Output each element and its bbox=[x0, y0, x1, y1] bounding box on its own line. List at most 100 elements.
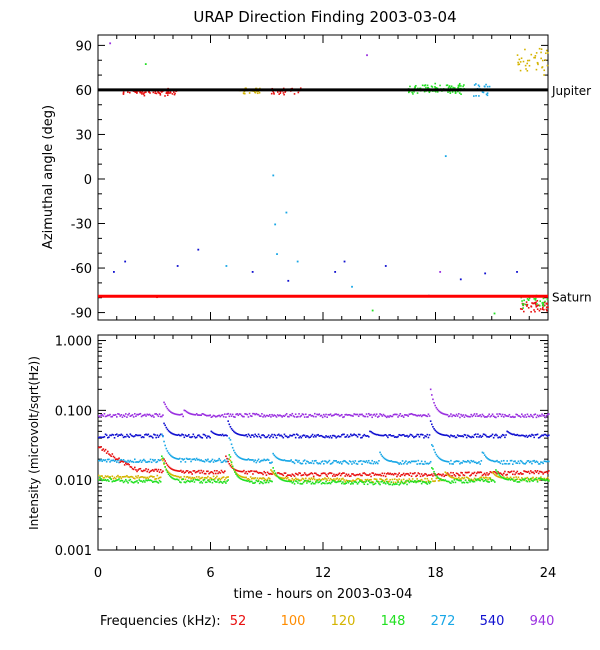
intensity-point bbox=[539, 477, 541, 480]
intensity-point bbox=[370, 413, 372, 416]
intensity-point bbox=[132, 468, 135, 471]
intensity-point bbox=[364, 473, 367, 475]
intensity-point bbox=[401, 482, 404, 484]
intensity-point bbox=[361, 463, 363, 465]
intensity-point bbox=[122, 436, 125, 439]
azimuth-point bbox=[457, 86, 459, 89]
intensity-point bbox=[507, 470, 510, 473]
azimuth-point bbox=[284, 91, 287, 93]
intensity-point bbox=[262, 477, 264, 479]
intensity-point bbox=[337, 480, 340, 483]
intensity-point bbox=[209, 471, 211, 474]
intensity-point bbox=[382, 479, 385, 482]
intensity-point bbox=[517, 434, 520, 437]
intensity-point bbox=[485, 478, 487, 481]
intensity-point bbox=[482, 452, 485, 454]
intensity-point bbox=[270, 469, 272, 471]
intensity-point bbox=[361, 474, 363, 477]
intensity-point bbox=[427, 413, 430, 416]
intensity-point bbox=[506, 415, 508, 417]
intensity-point bbox=[136, 413, 138, 416]
intensity-point bbox=[515, 478, 517, 481]
intensity-point bbox=[189, 412, 191, 415]
azimuth-points bbox=[109, 42, 549, 315]
intensity-point bbox=[292, 479, 295, 481]
intensity-point bbox=[522, 462, 524, 464]
intensity-point bbox=[281, 479, 283, 481]
intensity-point bbox=[190, 413, 192, 415]
intensity-point bbox=[436, 431, 439, 434]
intensity-point bbox=[301, 477, 304, 480]
azimuth-point bbox=[547, 52, 549, 54]
intensity-point bbox=[247, 477, 250, 480]
intensity-point bbox=[397, 473, 399, 476]
azimuth-point bbox=[543, 301, 546, 304]
intensity-point bbox=[309, 480, 312, 483]
intensity-point bbox=[292, 433, 295, 436]
intensity-point bbox=[165, 405, 168, 408]
azimuth-point bbox=[535, 52, 538, 54]
intensity-point bbox=[247, 433, 250, 436]
intensity-point bbox=[158, 476, 161, 479]
intensity-point bbox=[229, 413, 232, 416]
intensity-point bbox=[453, 435, 456, 437]
intensity-point bbox=[478, 415, 480, 417]
intensity-point bbox=[537, 437, 540, 439]
intensity-point bbox=[137, 482, 139, 484]
intensity-point bbox=[172, 456, 174, 459]
intensity-point bbox=[325, 480, 327, 483]
azimuth-point bbox=[462, 85, 464, 88]
intensity-point bbox=[374, 473, 377, 475]
intensity-point bbox=[235, 472, 237, 474]
intensity-point bbox=[488, 436, 490, 438]
intensity-point bbox=[284, 414, 287, 416]
azimuth-point bbox=[485, 93, 488, 96]
intensity-point bbox=[507, 431, 510, 433]
intensity-point bbox=[496, 413, 498, 415]
intensity-point bbox=[182, 434, 184, 436]
intensity-point bbox=[288, 480, 290, 482]
intensity-point bbox=[368, 459, 370, 462]
intensity-point bbox=[362, 460, 364, 463]
intensity-point bbox=[356, 436, 359, 438]
intensity-plot-frame bbox=[97, 334, 549, 551]
intensity-point bbox=[528, 472, 531, 475]
intensity-point bbox=[111, 453, 114, 455]
intensity-point bbox=[383, 481, 386, 484]
intensity-point bbox=[476, 479, 478, 482]
intensity-point bbox=[355, 478, 358, 481]
azimuth-point bbox=[176, 265, 179, 267]
intensity-point bbox=[274, 455, 277, 458]
intensity-point bbox=[343, 416, 345, 418]
intensity-point bbox=[364, 434, 367, 437]
intensity-point bbox=[462, 481, 465, 484]
intensity-point bbox=[545, 478, 548, 481]
intensity-point bbox=[265, 481, 268, 484]
intensity-point bbox=[516, 413, 519, 416]
intensity-point bbox=[449, 481, 451, 484]
intensity-point bbox=[479, 414, 481, 416]
intensity-point bbox=[199, 477, 201, 480]
azimuth-point bbox=[423, 90, 426, 93]
intensity-point bbox=[364, 481, 367, 483]
intensity-point bbox=[365, 460, 368, 462]
intensity-point bbox=[408, 474, 411, 477]
intensity-point bbox=[233, 430, 235, 433]
intensity-point bbox=[406, 479, 408, 482]
azimuth-point bbox=[245, 87, 247, 90]
intensity-point bbox=[379, 478, 381, 480]
intensity-point bbox=[234, 471, 236, 473]
intensity-point bbox=[181, 471, 183, 473]
intensity-point bbox=[537, 477, 540, 480]
intensity-point bbox=[465, 415, 468, 417]
intensity-point bbox=[252, 434, 254, 437]
intensity-point bbox=[522, 473, 524, 475]
azimuth-point bbox=[530, 311, 532, 313]
intensity-point bbox=[220, 469, 223, 472]
intensity-point bbox=[173, 474, 175, 477]
intensity-point bbox=[153, 475, 155, 478]
intensity-point bbox=[383, 457, 386, 460]
intensity-point bbox=[476, 435, 478, 438]
intensity-point bbox=[489, 435, 492, 438]
intensity-point bbox=[315, 472, 317, 475]
